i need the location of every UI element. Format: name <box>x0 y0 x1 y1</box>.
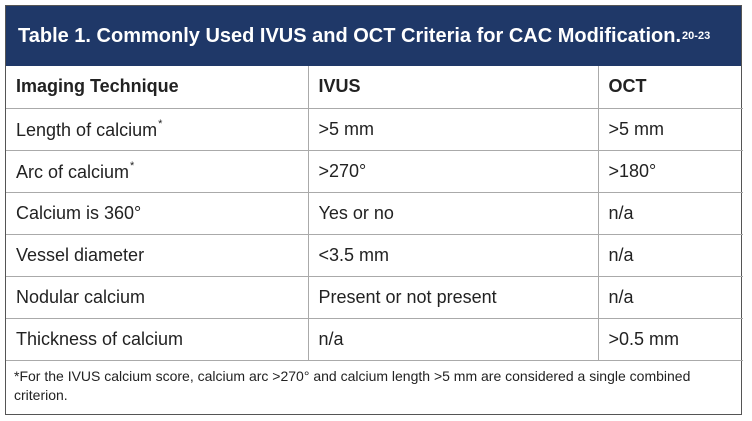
table-cell: Thickness of calcium <box>6 317 309 361</box>
title-reference: 20-23 <box>682 30 711 42</box>
table-cell: <3.5 mm <box>307 233 599 277</box>
table-cell: Calcium is 360° <box>6 191 309 235</box>
criteria-table: Imaging Technique IVUS OCT Length of calciu… <box>6 66 743 361</box>
table-cell: Nodular calcium <box>6 275 309 319</box>
footnote: *For the IVUS calcium score, calcium arc… <box>14 367 691 403</box>
footnote-marker: * <box>158 117 163 130</box>
table-cell: Vessel diameter <box>6 233 309 277</box>
table-row: Vessel diameter <3.5 mm n/a <box>6 233 743 277</box>
table-card: Table 1. Commonly Used IVUS and OCT Crit… <box>5 5 743 415</box>
table-cell: >5 mm <box>597 107 743 151</box>
footnote-marker: * <box>130 159 135 172</box>
cell-text: Length of calcium <box>16 119 158 140</box>
table-cell: n/a <box>307 317 599 361</box>
table-cell: Present or not present <box>307 275 599 319</box>
table-row: Thickness of calcium n/a >0.5 mm <box>6 317 743 361</box>
table-cell: >180° <box>597 149 743 193</box>
header-cell: OCT <box>597 66 743 109</box>
table-row: Length of calcium* >5 mm >5 mm <box>6 107 743 151</box>
table-cell: >5 mm <box>307 107 599 151</box>
header-cell: Imaging Technique <box>6 66 309 109</box>
table-cell: Arc of calcium* <box>6 149 309 193</box>
cell-text: Arc of calcium <box>16 161 130 182</box>
table-row: Nodular calcium Present or not present n/a <box>6 275 743 319</box>
table-title-bar: Table 1. Commonly Used IVUS and OCT Crit… <box>6 6 741 66</box>
table-row: Arc of calcium* >270° >180° <box>6 149 743 193</box>
table-cell: n/a <box>597 191 743 235</box>
table-row: Calcium is 360° Yes or no n/a <box>6 191 743 235</box>
table-title: Table 1. Commonly Used IVUS and OCT Crit… <box>18 24 682 47</box>
header-row: Imaging Technique IVUS OCT <box>6 66 743 109</box>
table-cell: Length of calcium* <box>6 107 309 151</box>
table-cell: n/a <box>597 275 743 319</box>
table-cell: n/a <box>597 233 743 277</box>
table-cell: >0.5 mm <box>597 317 743 361</box>
table-cell: Yes or no <box>307 191 599 235</box>
table-cell: >270° <box>307 149 599 193</box>
header-cell: IVUS <box>307 66 599 109</box>
